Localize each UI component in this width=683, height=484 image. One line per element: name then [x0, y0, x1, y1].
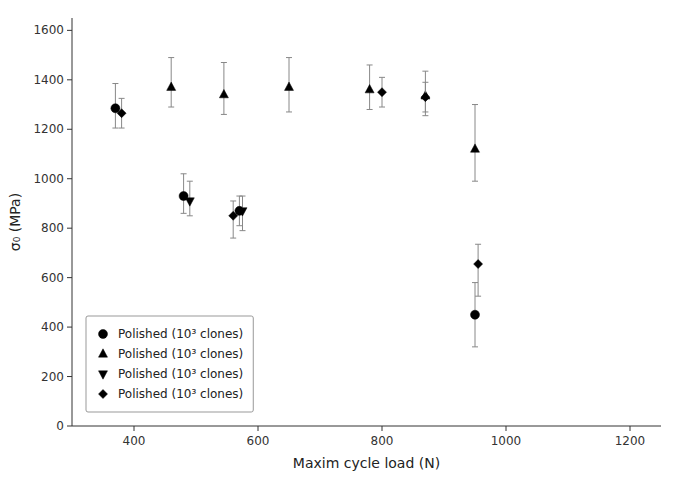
- legend-label: Polished (10³ clones): [118, 347, 243, 361]
- error-bar: [472, 105, 478, 182]
- y-tick-label: 1000: [33, 172, 64, 186]
- legend-label: Polished (10³ clones): [118, 367, 243, 381]
- x-tick-label: 1200: [615, 434, 646, 448]
- legend-symbol: [99, 371, 108, 379]
- point: [219, 89, 228, 97]
- legend-label: Polished (10³ clones): [118, 327, 243, 341]
- series: [185, 181, 247, 230]
- x-tick-label: 600: [247, 434, 270, 448]
- y-tick-label: 400: [41, 320, 64, 334]
- x-tick-label: 800: [371, 434, 394, 448]
- y-tick: [67, 30, 72, 31]
- x-tick: [382, 426, 383, 431]
- x-tick-label: 400: [123, 434, 146, 448]
- y-tick-label: 0: [56, 419, 64, 433]
- y-tick-label: 800: [41, 221, 64, 235]
- y-tick-label: 600: [41, 271, 64, 285]
- point: [471, 310, 480, 319]
- point: [378, 88, 387, 97]
- point: [229, 211, 238, 220]
- point: [167, 82, 176, 90]
- legend-box: [86, 316, 253, 412]
- series: [111, 84, 480, 347]
- x-tick: [506, 426, 507, 431]
- y-tick: [67, 327, 72, 328]
- y-tick: [67, 129, 72, 130]
- point: [365, 85, 374, 93]
- x-tick: [630, 426, 631, 431]
- y-tick-label: 200: [41, 370, 64, 384]
- series: [167, 58, 480, 182]
- y-tick: [67, 426, 72, 427]
- point: [471, 144, 480, 152]
- x-tick-label: 1000: [491, 434, 522, 448]
- y-tick: [67, 277, 72, 278]
- y-axis: [72, 18, 73, 426]
- chart: 400 600 800 1000 1200 0 200 400 600 800 1000 1200 14…: [0, 0, 683, 484]
- y-tick-label: 1400: [33, 73, 64, 87]
- legend-symbol: [99, 330, 108, 339]
- legend-label: Polished (10³ clones): [118, 387, 243, 401]
- x-axis: [72, 426, 661, 427]
- point: [421, 93, 430, 102]
- plot-area: [111, 58, 483, 347]
- y-tick: [67, 228, 72, 229]
- y-tick-label: 1200: [33, 122, 64, 136]
- error-bar: [475, 244, 481, 296]
- point: [285, 82, 294, 90]
- point: [238, 208, 247, 216]
- y-tick: [67, 178, 72, 179]
- legend: Polished (10³ clones) Polished (10³ clone…: [86, 316, 253, 412]
- y-tick: [67, 79, 72, 80]
- x-tick: [134, 426, 135, 431]
- point: [117, 109, 126, 118]
- point: [474, 260, 483, 269]
- point: [185, 198, 194, 206]
- error-bar: [221, 63, 227, 115]
- y-axis-label: σ₀ (MPa): [7, 193, 23, 251]
- y-tick-label: 1600: [33, 23, 64, 37]
- legend-symbol: [99, 390, 108, 399]
- legend-symbol: [99, 349, 108, 357]
- x-tick: [258, 426, 259, 431]
- x-axis-label: Maxim cycle load (N): [293, 455, 440, 471]
- y-tick: [67, 376, 72, 377]
- series: [117, 77, 483, 296]
